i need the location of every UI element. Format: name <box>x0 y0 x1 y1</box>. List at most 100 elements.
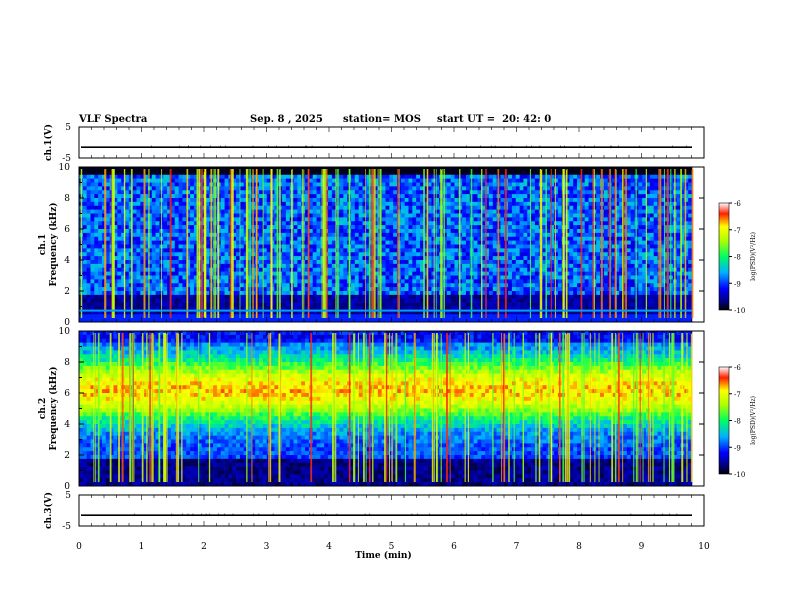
sferic-streak <box>625 169 627 318</box>
sferic-streak <box>203 169 206 318</box>
sferic-streak <box>389 333 391 482</box>
sferic-streak <box>322 169 325 318</box>
spectrogram-1 <box>79 167 704 323</box>
sferic-streak <box>492 333 494 482</box>
sferic-streak <box>470 169 473 318</box>
sferic-streak <box>278 333 281 482</box>
sferic-streak <box>93 333 95 482</box>
sferic-streak <box>269 333 272 482</box>
ytick-label: 5 <box>65 123 71 133</box>
sferic-streak <box>467 333 470 482</box>
panel-frame-0 <box>78 126 705 159</box>
x-ticks <box>78 167 705 322</box>
ytick-label: -5 <box>62 522 71 532</box>
sferic-streak <box>485 169 487 318</box>
sferic-streak <box>593 169 595 318</box>
sferic-streak <box>637 333 639 482</box>
sferic-streak <box>335 333 337 482</box>
x-ticks <box>78 495 705 526</box>
sferic-streak <box>175 333 178 482</box>
sferic-streak <box>369 333 371 482</box>
sferic-streak <box>652 333 654 482</box>
sferic-streak <box>562 333 565 482</box>
sferic-streak <box>164 333 166 482</box>
sferic-streak <box>169 169 172 318</box>
ylabel-2-b: Frequency (kHz) <box>48 366 59 450</box>
sferic-streak <box>371 169 374 318</box>
xtick-label: 2 <box>201 542 207 552</box>
sferic-streak <box>423 169 425 318</box>
sferic-streak <box>80 169 83 318</box>
sferic-streak <box>166 333 168 482</box>
sferic-streak <box>112 169 114 318</box>
sferic-streak <box>433 169 435 318</box>
sferic-streak <box>95 333 97 482</box>
sferic-streak <box>377 169 379 318</box>
ylabel-1-a: ch.1 <box>38 234 48 255</box>
sferic-streak <box>672 333 675 482</box>
ylabel-0: ch.1(V) <box>43 124 54 161</box>
sferic-streak <box>501 333 503 482</box>
start-time-label: start UT = 20: 42: 0 <box>437 114 552 125</box>
ytick-label: 8 <box>64 358 70 368</box>
x-ticks <box>78 127 705 158</box>
sferic-streak <box>332 333 334 482</box>
sferic-streak <box>262 169 264 318</box>
sferic-streak <box>427 169 429 318</box>
sferic-streak <box>686 333 688 482</box>
sferic-streak <box>149 333 151 482</box>
sferic-streak <box>426 169 428 318</box>
sferic-streak <box>658 169 660 318</box>
date-label: Sep. 8 , 2025 <box>250 114 323 125</box>
sferic-streak <box>681 333 684 482</box>
sferic-streak <box>614 169 616 318</box>
xtick-label: 7 <box>514 542 520 552</box>
sferic-streak <box>433 333 435 482</box>
sferic-streak <box>592 169 594 318</box>
sferic-streak <box>459 169 461 318</box>
colorbar-tick-label: -10 <box>734 307 745 315</box>
sferic-streak <box>548 333 550 482</box>
sferic-streak <box>245 169 248 318</box>
ytick-label: 0 <box>64 482 70 492</box>
sferic-streak <box>104 169 107 318</box>
sferic-streak <box>680 169 682 318</box>
sferic-streak <box>246 169 249 318</box>
sferic-streak <box>663 333 665 482</box>
sferic-streak <box>337 169 339 318</box>
ytick-label: 8 <box>64 194 70 204</box>
sferic-streak <box>431 333 434 482</box>
sferic-streak <box>684 169 687 318</box>
sferic-streak <box>270 169 273 318</box>
sferic-streak <box>441 169 443 318</box>
sferic-streak <box>373 169 375 318</box>
sferic-streak <box>435 169 437 318</box>
sferic-streak <box>276 169 279 318</box>
colorbar-label-2: log(PSD)(V²/Hz) <box>750 396 757 445</box>
sferic-streak <box>325 169 328 318</box>
xtick-label: 0 <box>76 542 82 552</box>
sferic-streak <box>181 333 183 482</box>
ylabel-3: ch.3(V) <box>43 492 54 529</box>
ytick-label: -5 <box>62 154 71 164</box>
sferic-streak <box>158 333 161 482</box>
sferic-streak <box>121 333 124 482</box>
figure-title: VLF Spectra <box>79 114 148 125</box>
sferic-streak <box>256 169 258 318</box>
xtick-label: 8 <box>576 542 582 552</box>
sferic-streak <box>201 169 203 318</box>
sferic-streak <box>324 169 326 318</box>
sferic-streak <box>130 169 133 318</box>
sferic-streak <box>437 333 439 482</box>
ylabel-2-a: ch.2 <box>38 398 48 419</box>
sferic-streak <box>213 169 215 318</box>
sferic-streak <box>252 169 254 318</box>
sferic-streak <box>649 333 651 482</box>
sferic-streak <box>600 169 603 318</box>
sferic-streak <box>674 169 676 318</box>
sferic-streak <box>249 169 251 318</box>
sferic-streak <box>503 333 506 482</box>
ytick-label: 10 <box>59 163 71 173</box>
sferic-streak <box>550 333 553 482</box>
